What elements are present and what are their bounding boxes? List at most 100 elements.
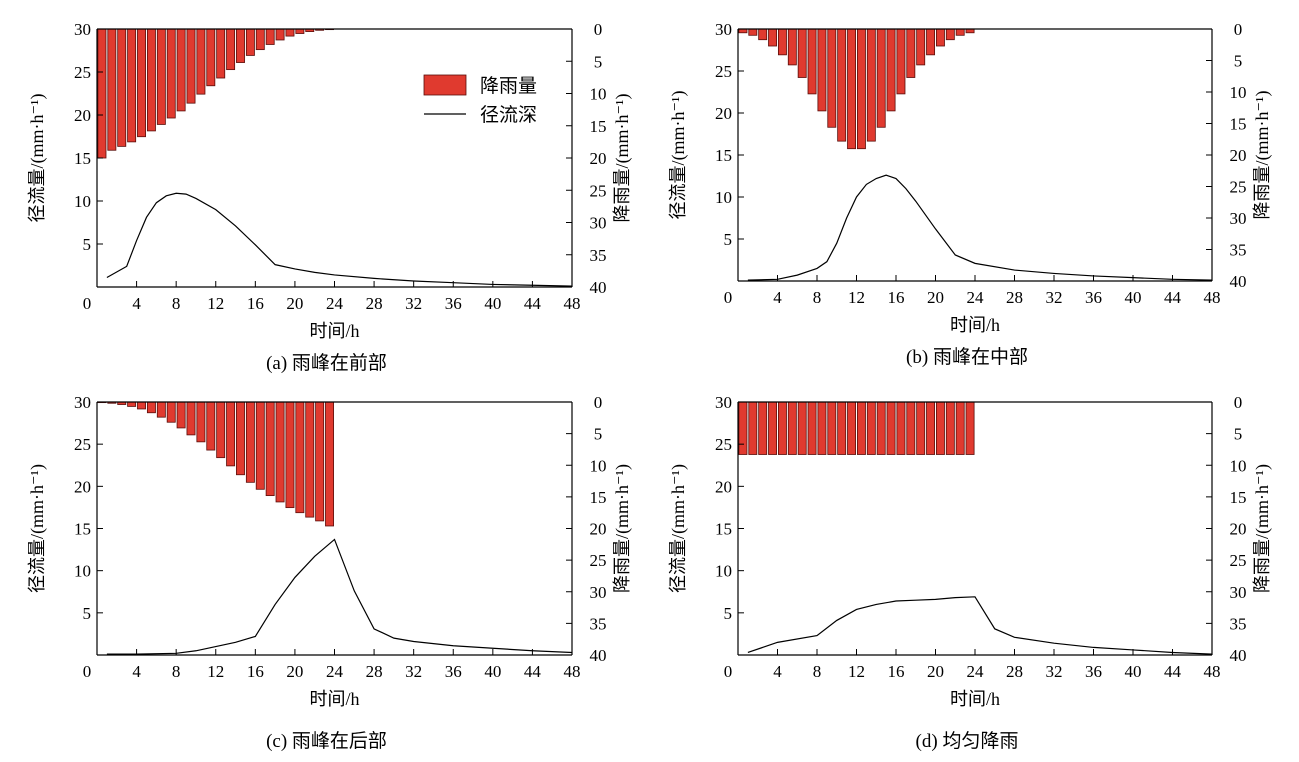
x-tick-label: 0	[83, 294, 92, 313]
y2-tick-label: 25	[1230, 551, 1247, 570]
rain-bar	[186, 401, 196, 436]
y2-tick-label: 0	[1234, 20, 1243, 39]
rain-bar	[876, 401, 886, 455]
rain-bar	[847, 401, 857, 455]
y2-tick-label: 10	[590, 85, 607, 104]
rain-bar	[768, 401, 778, 455]
y2-tick-label: 20	[590, 149, 607, 168]
rain-bar	[896, 28, 906, 95]
rain-bar	[216, 28, 226, 79]
rain-bar	[926, 28, 936, 56]
rain-bar	[827, 28, 837, 128]
rain-bar	[166, 401, 176, 423]
x-tick-label: 20	[927, 288, 944, 307]
rain-bar	[186, 28, 196, 104]
rain-bar	[236, 28, 245, 63]
rain-bar	[896, 401, 906, 455]
y-tick-label: 5	[724, 230, 733, 249]
rain-bar	[817, 28, 827, 112]
x-tick-label: 24	[967, 288, 985, 307]
y2-tick-label: 40	[1230, 646, 1247, 665]
x-tick-label: 44	[524, 294, 542, 313]
y-tick-label: 20	[74, 477, 91, 496]
y2-tick-label: 35	[590, 614, 607, 633]
x-tick-label: 12	[848, 288, 865, 307]
rain-bar	[275, 28, 285, 41]
rain-bar	[837, 28, 847, 142]
x-tick-label: 32	[1046, 288, 1063, 307]
y2-tick-label: 30	[1230, 209, 1247, 228]
rain-bar	[926, 401, 936, 455]
y-tick-label: 25	[715, 435, 732, 454]
rain-bar	[206, 401, 216, 451]
y-tick-label: 30	[74, 20, 91, 39]
y2-tick-label: 25	[1230, 178, 1247, 197]
rain-bar	[777, 401, 787, 455]
legend-runoff-label: 径流深	[480, 104, 537, 126]
y2-tick-label: 5	[1234, 425, 1243, 444]
y-tick-label: 30	[715, 393, 732, 412]
y2-tick-label: 30	[590, 214, 607, 233]
rain-bar	[137, 28, 146, 138]
rain-bar	[226, 28, 236, 71]
runoff-line	[747, 596, 1213, 655]
y-axis-label: 径流量/(mm·h⁻¹)	[27, 94, 48, 223]
x-tick-label: 20	[286, 662, 303, 681]
x-tick-label: 36	[1085, 662, 1102, 681]
x-tick-label: 12	[207, 662, 224, 681]
rain-bar	[866, 28, 876, 142]
y2-axis-label: 降雨量/(mm·h⁻¹)	[1252, 464, 1273, 593]
y2-tick-label: 35	[1230, 614, 1247, 633]
y-tick-label: 15	[74, 149, 91, 168]
y2-tick-label: 40	[590, 278, 607, 297]
y2-axis-label: 降雨量/(mm·h⁻¹)	[612, 464, 633, 593]
panel-caption: (b) 雨峰在中部	[906, 346, 1028, 368]
rain-bar	[176, 28, 186, 112]
x-tick-label: 44	[524, 662, 542, 681]
x-tick-label: 0	[724, 288, 733, 307]
y-tick-label: 10	[74, 192, 91, 211]
y-tick-label: 5	[83, 235, 92, 254]
rain-bar	[945, 401, 955, 455]
y-axis-label: 径流量/(mm·h⁻¹)	[27, 464, 48, 593]
rain-bar	[935, 401, 945, 455]
y2-tick-label: 40	[1230, 272, 1247, 291]
y2-tick-label: 5	[594, 52, 603, 71]
y2-tick-label: 20	[590, 520, 607, 539]
x-tick-label: 32	[1046, 662, 1063, 681]
y-tick-label: 20	[74, 106, 91, 125]
x-tick-label: 8	[813, 662, 822, 681]
rain-bar	[797, 401, 807, 455]
rain-bar	[137, 401, 146, 410]
y-tick-label: 10	[715, 562, 732, 581]
x-tick-label: 4	[773, 288, 782, 307]
y2-tick-label: 5	[594, 425, 603, 444]
rain-bar	[768, 28, 778, 47]
rain-bar	[156, 28, 166, 125]
x-tick-label: 28	[1006, 662, 1023, 681]
rain-bar	[295, 401, 305, 514]
x-tick-label: 24	[967, 662, 985, 681]
rain-bar	[305, 401, 315, 518]
x-tick-label: 40	[1125, 662, 1142, 681]
y-axis-label: 径流量/(mm·h⁻¹)	[668, 464, 689, 593]
y-axis-label: 径流量/(mm·h⁻¹)	[668, 91, 689, 220]
x-tick-label: 48	[1204, 288, 1221, 307]
rain-bar	[748, 401, 758, 455]
rain-bar	[107, 28, 117, 151]
y-tick-label: 15	[74, 520, 91, 539]
y2-tick-label: 30	[590, 583, 607, 602]
x-tick-label: 32	[405, 294, 422, 313]
rain-bar	[216, 401, 226, 459]
y-tick-label: 5	[83, 604, 92, 623]
rain-bar	[285, 28, 295, 37]
x-tick-label: 40	[484, 294, 501, 313]
x-tick-label: 28	[366, 294, 383, 313]
legend-rain-swatch	[423, 74, 467, 96]
rain-bar	[265, 28, 275, 45]
